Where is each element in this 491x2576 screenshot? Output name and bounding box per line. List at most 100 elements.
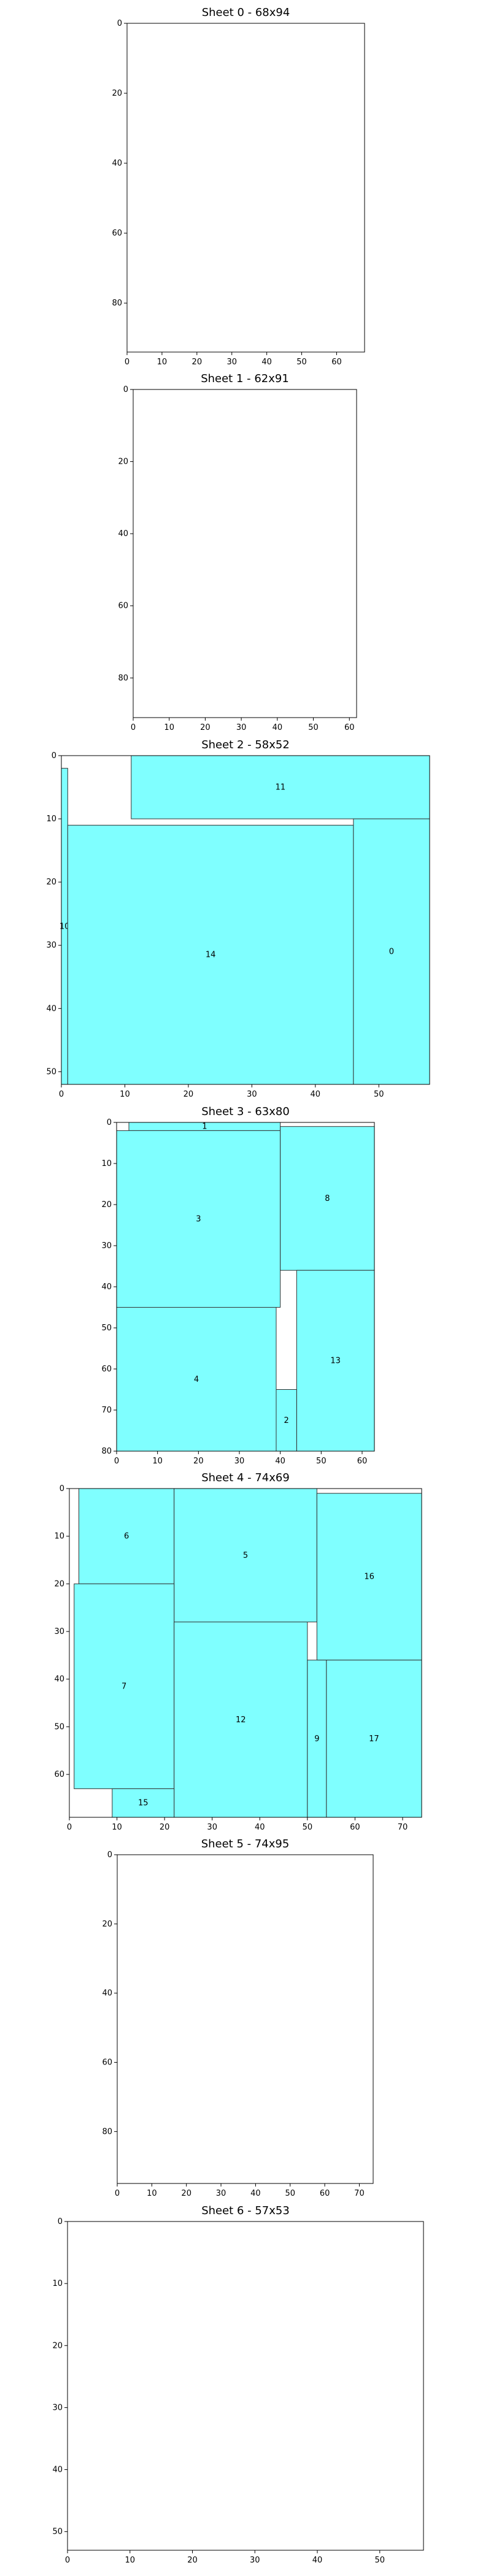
sheet-2-xtick-label-50: 50 — [374, 1090, 384, 1099]
sheet-2-piece-label-14: 14 — [206, 951, 216, 960]
sheet-6-ytick-label-50: 50 — [52, 2528, 63, 2537]
sheet-6-ytick-label-20: 20 — [52, 2341, 63, 2350]
sheet-4-xtick-label-20: 20 — [160, 1823, 170, 1832]
sheet-3-piece-2 — [276, 1389, 297, 1452]
sheet-3-piece-8 — [280, 1126, 375, 1271]
sheet-2-ytick-label-10: 10 — [46, 815, 56, 824]
sheet-5-xtick-label-60: 60 — [320, 2189, 330, 2198]
sheet-3-xtick-label-10: 10 — [152, 1457, 163, 1466]
sheet-4-xtick-label-70: 70 — [398, 1823, 408, 1832]
sheet-2-xtick-label-20: 20 — [184, 1090, 194, 1099]
sheet-1-xtick-label-60: 60 — [344, 723, 355, 732]
sheet-1-title: Sheet 1 - 62x91 — [201, 372, 289, 385]
sheet-2-ytick-label-0: 0 — [52, 751, 56, 761]
sheet-3-ytick-label-50: 50 — [101, 1324, 112, 1333]
sheet-3-xtick-label-30: 30 — [234, 1457, 245, 1466]
sheet-5-title: Sheet 5 - 74x95 — [201, 1838, 290, 1850]
sheet-1-ytick-label-40: 40 — [118, 529, 128, 539]
sheet-3-title: Sheet 3 - 63x80 — [201, 1105, 290, 1118]
sheet-4-xtick-label-0: 0 — [67, 1823, 72, 1832]
sheet-3-ytick-label-40: 40 — [101, 1282, 112, 1292]
sheet-5-ytick-label-20: 20 — [102, 1920, 112, 1929]
sheet-4-piece-17 — [326, 1660, 422, 1818]
sheet-2-ytick-label-40: 40 — [46, 1004, 56, 1013]
sheet-0-chart: Sheet 0 - 68x94 0 10 20 30 40 50 60 0 20 40 60 80 — [112, 6, 365, 367]
sheet-6-xtick-label-50: 50 — [374, 2556, 385, 2565]
sheet-0-ytick-label-80: 80 — [112, 299, 122, 308]
sheet-1-chart: Sheet 1 - 62x91 0 10 20 30 40 50 60 0 20 40 60 80 — [118, 372, 357, 732]
sheet-5-frame — [117, 1854, 374, 2184]
sheet-2-ytick-label-20: 20 — [46, 878, 56, 887]
sheet-0-title: Sheet 0 - 68x94 — [202, 6, 290, 19]
sheet-3-xtick-label-0: 0 — [114, 1457, 119, 1466]
sheet-0-xtick-label-20: 20 — [192, 358, 203, 367]
sheet-4-piece-6 — [79, 1488, 175, 1584]
sheet-2-ytick-label-30: 30 — [46, 941, 56, 950]
sheet-2-piece-0 — [353, 818, 430, 1085]
sheet-5-ytick-label-40: 40 — [102, 1989, 112, 1998]
sheet-2-title: Sheet 2 - 58x52 — [201, 738, 290, 751]
sheet-3-ytick-label-60: 60 — [101, 1365, 112, 1374]
sheet-5-xtick-label-30: 30 — [216, 2189, 226, 2198]
sheet-2-xtick-label-10: 10 — [120, 1090, 130, 1099]
sheet-2-frame — [61, 755, 430, 1085]
sheet-6-xtick-label-40: 40 — [312, 2556, 323, 2565]
sheet-3-piece-label-3: 3 — [196, 1214, 201, 1224]
sheet-4-ytick-label-0: 0 — [60, 1484, 64, 1493]
sheet-6-xtick-label-30: 30 — [250, 2556, 260, 2565]
sheet-4-piece-label-16: 16 — [364, 1573, 374, 1582]
sheet-6-frame — [67, 2221, 424, 2551]
sheet-0-ytick-label-20: 20 — [112, 89, 122, 98]
sheet-2-piece-label-11: 11 — [276, 783, 286, 792]
sheet-6-ytick-label-40: 40 — [52, 2466, 63, 2475]
sheet-5-ytick-label-80: 80 — [102, 2127, 112, 2136]
sheet-4-piece-label-12: 12 — [236, 1715, 246, 1725]
sheet-1-ytick-label-60: 60 — [118, 602, 128, 611]
sheet-4-piece-label-7: 7 — [122, 1682, 126, 1691]
sheet-3-piece-13 — [296, 1270, 375, 1452]
sheet-2-xtick-label-30: 30 — [247, 1090, 257, 1099]
sheet-4-ytick-label-20: 20 — [54, 1579, 64, 1589]
sheet-0-ytick-label-40: 40 — [112, 159, 122, 168]
sheet-3-ytick-label-70: 70 — [101, 1406, 112, 1415]
sheet-5-xtick-label-10: 10 — [147, 2189, 157, 2198]
sheet-2-chart: Sheet 2 - 58x52 11 10 14 0 0 10 20 30 40 50 0 10 20 30… — [46, 738, 430, 1099]
sheet-3-piece-label-4: 4 — [194, 1375, 199, 1384]
sheet-1-xtick-label-30: 30 — [236, 723, 247, 732]
sheet-1-ytick-label-80: 80 — [118, 673, 128, 683]
sheet-1-xtick-label-40: 40 — [273, 723, 283, 732]
sheet-6-ytick-label-30: 30 — [52, 2403, 63, 2412]
sheet-3-xtick-label-50: 50 — [316, 1457, 327, 1466]
sheet-4-piece-9 — [307, 1660, 327, 1818]
sheet-2-piece-label-0: 0 — [389, 948, 394, 957]
sheet-0-xtick-label-60: 60 — [331, 358, 342, 367]
sheet-6-xtick-label-0: 0 — [65, 2556, 70, 2565]
sheet-4-ytick-label-50: 50 — [54, 1722, 64, 1731]
sheet-0-xtick-label-10: 10 — [157, 358, 168, 367]
sheet-3-piece-label-8: 8 — [325, 1194, 330, 1203]
sheet-4-piece-label-6: 6 — [124, 1532, 129, 1541]
sheet-4-xtick-label-60: 60 — [350, 1823, 360, 1832]
sheet-4-title: Sheet 4 - 74x69 — [201, 1471, 290, 1484]
sheet-3-piece-label-1: 1 — [202, 1122, 207, 1132]
sheet-4-piece-12 — [174, 1622, 308, 1818]
sheet-4-xtick-label-50: 50 — [303, 1823, 313, 1832]
sheet-0-ytick-label-0: 0 — [117, 19, 122, 28]
sheet-4-chart: Sheet 4 - 74x69 6 5 16 7 12 9 17 15 0 10 20 30 40 50 60… — [54, 1471, 422, 1832]
sheet-6-xtick-label-20: 20 — [187, 2556, 198, 2565]
sheet-3-xtick-label-40: 40 — [275, 1457, 285, 1466]
sheet-5-ytick-label-60: 60 — [102, 2058, 112, 2068]
sheet-6-ytick-label-0: 0 — [58, 2217, 63, 2226]
sheet-3-piece-label-2: 2 — [284, 1416, 289, 1425]
sheet-0-ytick-label-60: 60 — [112, 229, 122, 238]
sheet-4-piece-label-5: 5 — [243, 1551, 248, 1560]
sheet-3-ytick-label-80: 80 — [101, 1447, 112, 1456]
sheet-4-ytick-label-10: 10 — [54, 1532, 64, 1541]
sheet-3-piece-label-13: 13 — [330, 1357, 341, 1366]
sheet-3-ytick-label-30: 30 — [101, 1241, 112, 1251]
sheet-4-ytick-label-60: 60 — [54, 1770, 64, 1779]
sheet-3-ytick-label-20: 20 — [101, 1200, 112, 1209]
sheet-0-frame — [126, 23, 365, 353]
sheet-0-xtick-label-40: 40 — [261, 358, 272, 367]
